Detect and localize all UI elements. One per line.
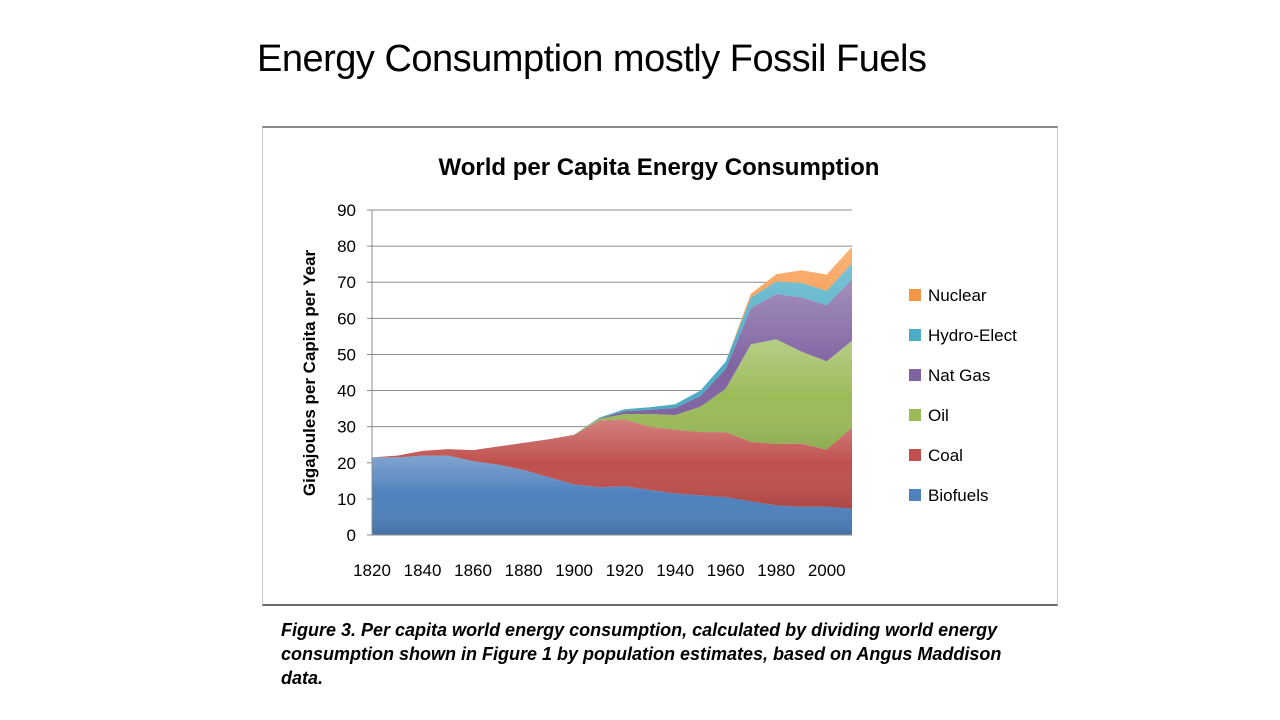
- legend-label-nat-gas: Nat Gas: [928, 366, 990, 385]
- x-tick-label: 1980: [757, 561, 795, 580]
- area-chart: 0 10 20 30 40 50 60 70 80 90 1820 1840 1860 1880 1900 1…: [300, 154, 1017, 580]
- x-tick-label: 1860: [454, 561, 492, 580]
- x-tick-label: 1920: [606, 561, 644, 580]
- legend-label-hydro-elect: Hydro-Elect: [928, 326, 1017, 345]
- area-shade-coal: [372, 419, 852, 509]
- legend-label-coal: Coal: [928, 446, 963, 465]
- legend-swatch-coal: [909, 449, 921, 461]
- y-tick-label: 30: [337, 418, 356, 437]
- chart-frame: 0 10 20 30 40 50 60 70 80 90 1820 1840 1860 1880 1900 1…: [262, 126, 1058, 606]
- x-tick-label: 1820: [353, 561, 391, 580]
- y-tick-label: 70: [337, 273, 356, 292]
- x-tick-label: 1840: [404, 561, 442, 580]
- y-tick-label: 20: [337, 454, 356, 473]
- y-tick-label: 10: [337, 490, 356, 509]
- legend-swatch-biofuels: [909, 489, 921, 501]
- x-tick-label: 1880: [505, 561, 543, 580]
- y-tick-label: 90: [337, 201, 356, 220]
- legend-swatch-nuclear: [909, 289, 921, 301]
- y-tick-label: 40: [337, 382, 356, 401]
- x-tick-label: 1940: [656, 561, 694, 580]
- area-shade-oil: [372, 339, 852, 458]
- legend-label-oil: Oil: [928, 406, 949, 425]
- chart-title: World per Capita Energy Consumption: [439, 154, 880, 181]
- legend-swatch-oil: [909, 409, 921, 421]
- y-tick-label: 60: [337, 309, 356, 328]
- legend-swatch-nat-gas: [909, 369, 921, 381]
- figure-caption: Figure 3. Per capita world energy consum…: [281, 620, 1002, 688]
- x-tick-label: 2000: [808, 561, 846, 580]
- legend: Nuclear Hydro-Elect Nat Gas Oil Coal Biofuels: [909, 286, 1017, 505]
- area-shade-biofuels: [372, 455, 852, 535]
- x-tick-label: 1900: [555, 561, 593, 580]
- y-tick-label: 80: [337, 237, 356, 256]
- y-tick-label: 0: [347, 526, 356, 545]
- legend-label-nuclear: Nuclear: [928, 286, 987, 305]
- y-tick-label: 50: [337, 345, 356, 364]
- x-tick-label: 1960: [707, 561, 745, 580]
- slide-title: Energy Consumption mostly Fossil Fuels: [257, 38, 927, 80]
- legend-swatch-hydro-elect: [909, 329, 921, 341]
- y-axis-label: Gigajoules per Capita per Year: [300, 249, 319, 496]
- legend-label-biofuels: Biofuels: [928, 486, 988, 505]
